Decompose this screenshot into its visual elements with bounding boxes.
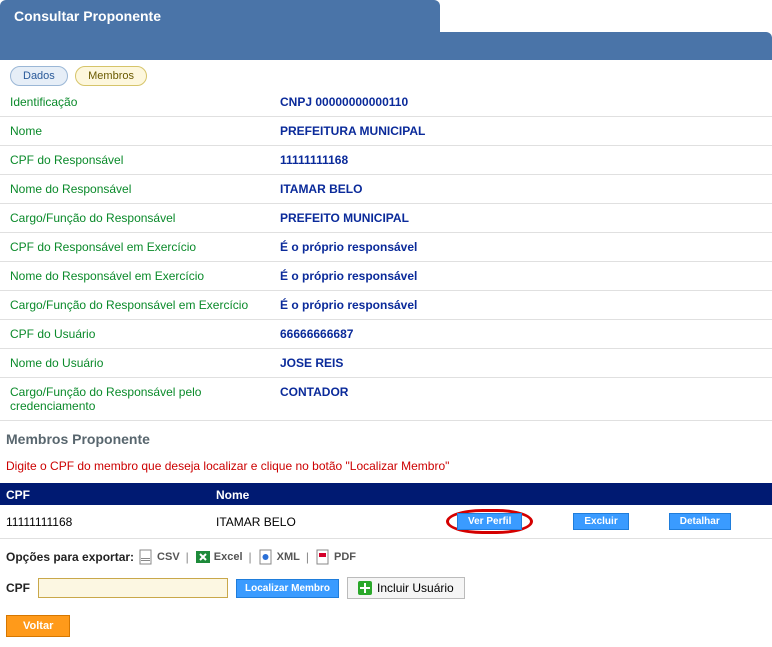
separator: | — [249, 550, 252, 564]
detail-value: É o próprio responsável — [280, 240, 762, 254]
detail-value: É o próprio responsável — [280, 298, 762, 312]
table-header: CPF Nome — [0, 483, 772, 505]
excel-icon — [195, 549, 211, 565]
detail-value: ITAMAR BELO — [280, 182, 762, 196]
detail-label: Identificação — [10, 95, 280, 109]
localizar-button[interactable]: Localizar Membro — [236, 579, 339, 598]
detail-label: CPF do Responsável — [10, 153, 280, 167]
incluir-label: Incluir Usuário — [377, 581, 454, 595]
detail-row-cargo-resp: Cargo/Função do Responsável PREFEITO MUN… — [0, 203, 772, 232]
ver-perfil-button[interactable]: Ver Perfil — [457, 513, 522, 530]
cell-nome: ITAMAR BELO — [210, 512, 440, 532]
export-excel-label: Excel — [214, 551, 243, 563]
detail-row-cpf-usuario: CPF do Usuário 66666666687 — [0, 319, 772, 348]
search-label: CPF — [6, 581, 30, 595]
export-csv[interactable]: CSV — [138, 549, 180, 565]
detail-row-nome: Nome PREFEITURA MUNICIPAL — [0, 116, 772, 145]
detail-row-nome-exerc: Nome do Responsável em Exercício É o pró… — [0, 261, 772, 290]
excluir-button[interactable]: Excluir — [573, 513, 628, 530]
export-label: Opções para exportar: — [6, 550, 134, 564]
detail-value: 66666666687 — [280, 327, 762, 341]
detail-label: CPF do Responsável em Exercício — [10, 240, 280, 254]
highlight-oval: Ver Perfil — [446, 509, 533, 534]
detail-label: Nome do Responsável — [10, 182, 280, 196]
separator: | — [186, 550, 189, 564]
detail-value: É o próprio responsável — [280, 269, 762, 283]
detail-value: PREFEITO MUNICIPAL — [280, 211, 762, 225]
export-pdf-label: PDF — [334, 551, 356, 563]
export-csv-label: CSV — [157, 551, 180, 563]
detail-label: Nome do Usuário — [10, 356, 280, 370]
detail-row-identificacao: Identificação CNPJ 00000000000110 — [0, 88, 772, 116]
footer-row: Voltar — [0, 605, 772, 647]
detail-row-nome-resp: Nome do Responsável ITAMAR BELO — [0, 174, 772, 203]
detail-row-cpf-resp: CPF do Responsável 11111111168 — [0, 145, 772, 174]
export-excel[interactable]: Excel — [195, 549, 243, 565]
voltar-button[interactable]: Voltar — [6, 615, 70, 637]
detail-row-cargo-exerc: Cargo/Função do Responsável em Exercício… — [0, 290, 772, 319]
export-xml[interactable]: XML — [258, 549, 300, 565]
xml-icon — [258, 549, 274, 565]
detail-row-cpf-exerc: CPF do Responsável em Exercício É o próp… — [0, 232, 772, 261]
export-xml-label: XML — [277, 551, 300, 563]
details-block: Identificação CNPJ 00000000000110 Nome P… — [0, 88, 772, 421]
separator: | — [306, 550, 309, 564]
row-actions: Ver Perfil Excluir Detalhar — [440, 507, 772, 536]
detail-row-nome-usuario: Nome do Usuário JOSE REIS — [0, 348, 772, 377]
incluir-usuario-button[interactable]: Incluir Usuário — [347, 577, 465, 599]
csv-icon — [138, 549, 154, 565]
detail-label: CPF do Usuário — [10, 327, 280, 341]
page-title: Consultar Proponente — [0, 0, 440, 32]
search-row: CPF Localizar Membro Incluir Usuário — [0, 571, 772, 605]
instruction-text: Digite o CPF do membro que deseja locali… — [0, 451, 772, 483]
detail-value: JOSE REIS — [280, 356, 762, 370]
detalhar-button[interactable]: Detalhar — [669, 513, 731, 530]
detail-label: Nome — [10, 124, 280, 138]
plus-icon — [358, 581, 372, 595]
th-cpf: CPF — [0, 485, 210, 505]
detail-label: Cargo/Função do Responsável — [10, 211, 280, 225]
pdf-icon — [315, 549, 331, 565]
tabs-row: Dados Membros — [0, 60, 772, 88]
section-title-membros: Membros Proponente — [0, 427, 772, 451]
th-nome: Nome — [210, 485, 772, 505]
header-bar — [0, 32, 772, 60]
cell-cpf: 11111111168 — [0, 512, 210, 532]
cpf-input[interactable] — [38, 578, 228, 598]
export-row: Opções para exportar: CSV | Excel | XML … — [0, 539, 772, 571]
detail-value: CONTADOR — [280, 385, 762, 413]
table-row: 11111111168 ITAMAR BELO Ver Perfil Exclu… — [0, 505, 772, 539]
detail-value: PREFEITURA MUNICIPAL — [280, 124, 762, 138]
detail-row-cargo-cred: Cargo/Função do Responsável pelo credenc… — [0, 377, 772, 420]
detail-label: Cargo/Função do Responsável em Exercício — [10, 298, 280, 312]
detail-value: 11111111168 — [280, 153, 762, 167]
detail-label: Nome do Responsável em Exercício — [10, 269, 280, 283]
tab-dados[interactable]: Dados — [10, 66, 68, 86]
tab-membros[interactable]: Membros — [75, 66, 147, 86]
export-pdf[interactable]: PDF — [315, 549, 356, 565]
detail-label: Cargo/Função do Responsável pelo credenc… — [10, 385, 280, 413]
detail-value: CNPJ 00000000000110 — [280, 95, 762, 109]
